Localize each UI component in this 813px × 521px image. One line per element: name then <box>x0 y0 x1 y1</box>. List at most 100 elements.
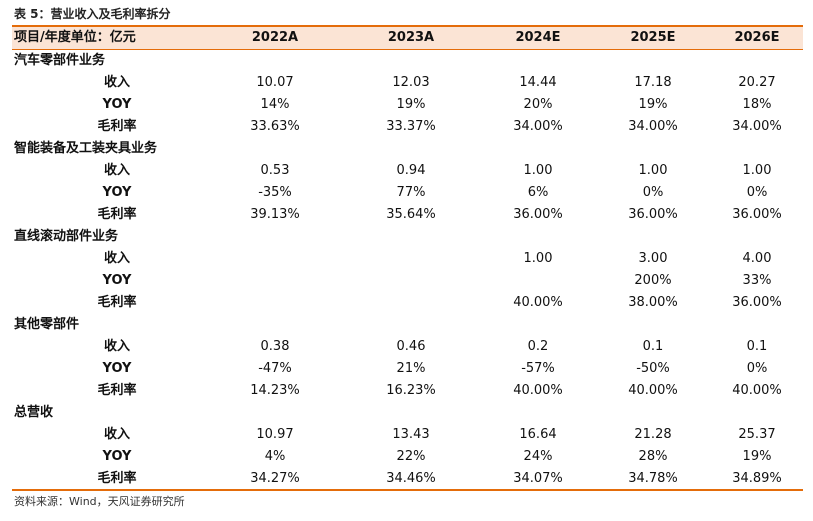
header-label: 项目/年度单位：亿元 <box>14 30 136 45</box>
value-cell: 34.00% <box>513 119 563 134</box>
header-year-2023: 2023A <box>387 30 435 45</box>
section-label: 总营收 <box>14 405 54 420</box>
section-label: 汽车零部件业务 <box>14 53 106 68</box>
value-cell: 40.00% <box>513 383 563 398</box>
row-label: 收入 <box>103 251 130 266</box>
value-cell: 0% <box>746 185 768 200</box>
value-cell <box>220 50 330 72</box>
section-row: 直线滚动部件业务 <box>12 226 803 248</box>
row-label: 毛利率 <box>97 207 137 222</box>
value-cell: 0.1 <box>642 339 664 354</box>
value-cell: 36.00% <box>513 207 563 222</box>
value-cell <box>356 50 466 72</box>
value-cell: 34.07% <box>513 471 563 486</box>
table-row: 收入 10.07 12.03 14.44 17.18 20.27 <box>12 72 803 94</box>
value-cell: 14% <box>260 97 290 112</box>
table-row: 收入 1.00 3.00 4.00 <box>12 248 803 270</box>
value-cell <box>702 314 812 336</box>
value-cell <box>220 270 330 292</box>
value-cell: 0.1 <box>746 339 768 354</box>
value-cell: 0.2 <box>527 339 549 354</box>
row-label: 收入 <box>103 339 130 354</box>
value-cell: 34.27% <box>250 471 300 486</box>
value-cell: 1.00 <box>523 163 553 178</box>
value-cell: 21% <box>396 361 426 376</box>
value-cell: 34.46% <box>386 471 436 486</box>
value-cell: -50% <box>636 361 670 376</box>
value-cell: 200% <box>634 273 672 288</box>
value-cell: 0% <box>746 361 768 376</box>
value-cell: 38.00% <box>628 295 678 310</box>
row-label: YOY <box>102 97 132 112</box>
value-cell <box>483 314 593 336</box>
value-cell: 24% <box>523 449 553 464</box>
value-cell: 19% <box>638 97 668 112</box>
value-cell: 0.46 <box>396 339 426 354</box>
value-cell: 20.27 <box>738 75 776 90</box>
table-body: 汽车零部件业务收入 10.07 12.03 14.44 17.18 20.27 YOY 14%… <box>12 50 803 490</box>
table-row: YOY 4% 22% 24% 28% 19% <box>12 446 803 468</box>
table-row: 毛利率 34.27% 34.46% 34.07% 34.78% 34.89% <box>12 468 803 490</box>
row-label: YOY <box>102 449 132 464</box>
source-note: 资料来源：Wind，天风证券研究所 <box>14 495 185 508</box>
table-row: 毛利率 40.00% 38.00% 36.00% <box>12 292 803 314</box>
value-cell: 14.44 <box>519 75 557 90</box>
value-cell: 19% <box>396 97 426 112</box>
row-label: YOY <box>102 361 132 376</box>
table-row: 收入 0.38 0.46 0.2 0.1 0.1 <box>12 336 803 358</box>
value-cell: 33.63% <box>250 119 300 134</box>
value-cell: 25.37 <box>738 427 776 442</box>
value-cell: -57% <box>521 361 555 376</box>
value-cell: 1.00 <box>742 163 772 178</box>
value-cell <box>220 314 330 336</box>
row-label: YOY <box>102 273 132 288</box>
section-row: 汽车零部件业务 <box>12 50 803 72</box>
value-cell: 6% <box>527 185 549 200</box>
value-cell: 19% <box>742 449 772 464</box>
row-label: 收入 <box>103 427 130 442</box>
value-cell <box>483 138 593 160</box>
row-label: YOY <box>102 185 132 200</box>
value-cell: 40.00% <box>732 383 782 398</box>
value-cell: 13.43 <box>392 427 430 442</box>
value-cell: 17.18 <box>634 75 672 90</box>
section-row: 智能装备及工装夹具业务 <box>12 138 803 160</box>
value-cell <box>598 50 708 72</box>
value-cell <box>483 270 593 292</box>
value-cell <box>356 248 466 270</box>
value-cell: 34.78% <box>628 471 678 486</box>
value-cell <box>598 314 708 336</box>
value-cell <box>220 402 330 424</box>
row-label: 收入 <box>103 163 130 178</box>
value-cell <box>220 138 330 160</box>
value-cell: 34.00% <box>628 119 678 134</box>
table-row: 毛利率 33.63% 33.37% 34.00% 34.00% 34.00% <box>12 116 803 138</box>
value-cell: 0.53 <box>260 163 290 178</box>
section-label: 其他零部件 <box>14 317 80 332</box>
section-row: 总营收 <box>12 402 803 424</box>
value-cell <box>356 226 466 248</box>
value-cell: 10.07 <box>256 75 294 90</box>
value-cell: 34.00% <box>732 119 782 134</box>
header-rule <box>12 49 803 50</box>
value-cell <box>356 292 466 314</box>
value-cell <box>220 226 330 248</box>
value-cell: 34.89% <box>732 471 782 486</box>
value-cell <box>356 270 466 292</box>
table-row: YOY 14% 19% 20% 19% 18% <box>12 94 803 116</box>
header-year-2022: 2022A <box>251 30 299 45</box>
header-year-2025: 2025E <box>630 30 676 45</box>
value-cell <box>220 248 330 270</box>
value-cell: 33% <box>742 273 772 288</box>
value-cell <box>702 226 812 248</box>
value-cell <box>702 50 812 72</box>
value-cell: 21.28 <box>634 427 672 442</box>
value-cell: 12.03 <box>392 75 430 90</box>
value-cell: 14.23% <box>250 383 300 398</box>
value-cell: 10.97 <box>256 427 294 442</box>
table-header-row: 项目/年度单位：亿元 2022A 2023A 2024E 2025E 2026E <box>12 27 803 49</box>
value-cell <box>598 402 708 424</box>
value-cell: 35.64% <box>386 207 436 222</box>
value-cell: -35% <box>258 185 292 200</box>
value-cell: 16.23% <box>386 383 436 398</box>
